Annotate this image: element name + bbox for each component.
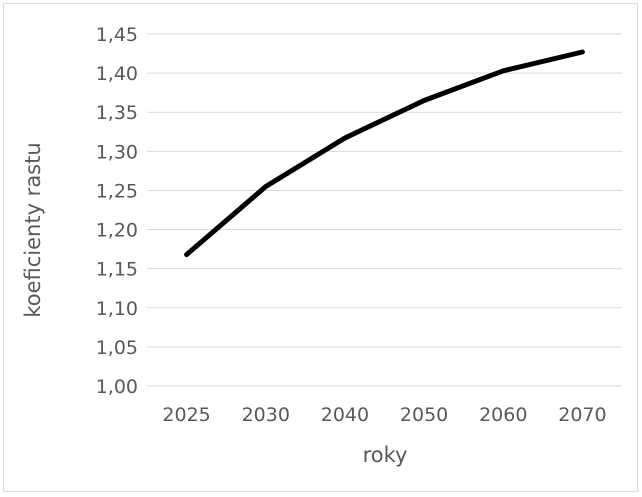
y-tick-label: 1,35 [96, 102, 138, 124]
x-axis-tick-labels: 2025 2030 2040 2050 2060 2070 [162, 404, 606, 426]
x-tick-label: 2025 [162, 404, 210, 426]
y-tick-label: 1,45 [96, 24, 138, 46]
series-line [184, 49, 585, 258]
gridlines [147, 33, 622, 387]
y-tick-label: 1,30 [96, 141, 138, 163]
y-tick-label: 1,00 [96, 376, 138, 398]
x-tick-label: 2050 [400, 404, 448, 426]
y-axis-title: koeficienty rastu [21, 142, 45, 317]
x-axis-title: roky [363, 443, 408, 467]
y-tick-label: 1,25 [96, 180, 138, 202]
y-tick-label: 1,10 [96, 298, 138, 320]
x-tick-label: 2030 [242, 404, 290, 426]
y-tick-label: 1,40 [96, 63, 138, 85]
y-tick-label: 1,20 [96, 220, 138, 242]
x-tick-label: 2060 [479, 404, 527, 426]
series-group [184, 49, 585, 258]
x-tick-label: 2070 [558, 404, 606, 426]
y-tick-label: 1,15 [96, 259, 138, 281]
x-tick-label: 2040 [321, 404, 369, 426]
y-axis-tick-labels: 1,00 1,05 1,10 1,15 1,20 1,25 1,30 1,35 1,40 1,45 [96, 24, 138, 398]
chart-frame [3, 3, 638, 492]
y-tick-label: 1,05 [96, 337, 138, 359]
